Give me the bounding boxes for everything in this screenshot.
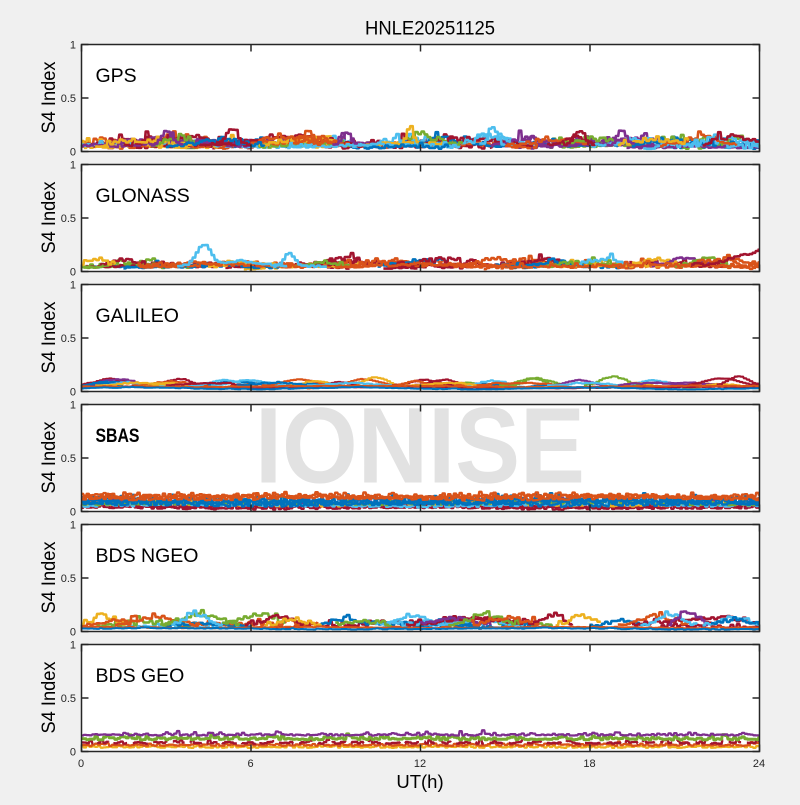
svg-text:0.5: 0.5 [61, 213, 76, 225]
svg-text:1: 1 [70, 400, 76, 412]
svg-text:0: 0 [70, 747, 76, 759]
svg-text:0: 0 [70, 147, 76, 159]
svg-text:1: 1 [70, 520, 76, 532]
svg-text:0.5: 0.5 [61, 693, 76, 705]
svg-text:1: 1 [70, 640, 76, 652]
svg-text:1: 1 [70, 160, 76, 172]
svg-text:18: 18 [583, 758, 595, 770]
svg-text:S4 Index: S4 Index [39, 61, 60, 133]
svg-text:SBAS: SBAS [96, 425, 140, 447]
svg-text:1: 1 [70, 280, 76, 292]
svg-text:0: 0 [70, 507, 76, 519]
svg-text:24: 24 [753, 758, 765, 770]
svg-text:S4 Index: S4 Index [39, 421, 60, 493]
svg-text:0.5: 0.5 [61, 333, 76, 345]
svg-text:0.5: 0.5 [61, 93, 76, 105]
svg-text:0: 0 [70, 267, 76, 279]
svg-text:HNLE20251125: HNLE20251125 [365, 18, 495, 40]
svg-text:GALILEO: GALILEO [96, 305, 179, 327]
svg-text:6: 6 [247, 758, 253, 770]
svg-text:0: 0 [70, 387, 76, 399]
svg-text:IONISE: IONISE [255, 385, 585, 506]
svg-text:BDS GEO: BDS GEO [96, 665, 185, 687]
svg-text:0: 0 [78, 758, 84, 770]
svg-text:S4 Index: S4 Index [39, 661, 60, 733]
svg-text:S4 Index: S4 Index [39, 541, 60, 613]
svg-text:1: 1 [70, 40, 76, 52]
svg-text:UT(h): UT(h) [396, 771, 443, 792]
svg-text:GPS: GPS [96, 65, 137, 87]
svg-text:S4 Index: S4 Index [39, 181, 60, 253]
svg-text:0: 0 [70, 627, 76, 639]
svg-text:GLONASS: GLONASS [96, 185, 190, 207]
svg-text:S4 Index: S4 Index [39, 301, 60, 373]
svg-text:0.5: 0.5 [61, 453, 76, 465]
svg-text:BDS NGEO: BDS NGEO [96, 545, 199, 567]
svg-text:0.5: 0.5 [61, 573, 76, 585]
svg-text:12: 12 [414, 758, 426, 770]
